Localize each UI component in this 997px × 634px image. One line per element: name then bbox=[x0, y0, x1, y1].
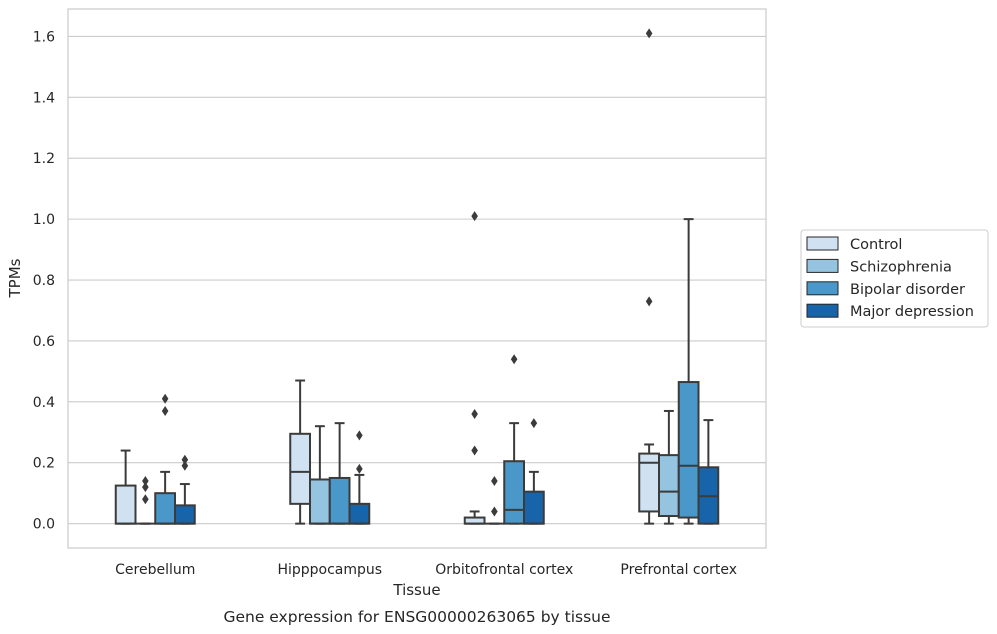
outlier-point bbox=[491, 476, 498, 487]
legend: Control Schizophrenia Bipolar disorder Majo… bbox=[800, 229, 989, 328]
x-tick-label: Cerebellum bbox=[115, 562, 195, 578]
outlier-point bbox=[471, 211, 478, 222]
box-iqr bbox=[503, 460, 525, 525]
y-tick-label: 0.4 bbox=[33, 395, 55, 411]
box-iqr bbox=[174, 504, 196, 525]
legend-swatch bbox=[806, 258, 839, 273]
box-iqr bbox=[328, 476, 351, 525]
box-iqr bbox=[677, 381, 700, 519]
outlier-point bbox=[356, 430, 363, 441]
y-tick-label: 0.8 bbox=[33, 273, 55, 289]
legend-frame bbox=[800, 229, 989, 328]
box-plots bbox=[114, 28, 720, 525]
box-schizophrenia bbox=[484, 476, 505, 525]
legend-label: Control bbox=[850, 237, 902, 253]
x-axis-label: Tissue bbox=[392, 581, 440, 599]
outlier-point bbox=[161, 393, 169, 404]
box-iqr bbox=[348, 502, 371, 525]
box-major-depression bbox=[174, 454, 196, 525]
y-axis-label: TPMs bbox=[6, 258, 24, 298]
box-iqr bbox=[289, 432, 311, 505]
outlier-point bbox=[471, 445, 478, 456]
y-tick-label: 0.6 bbox=[33, 334, 55, 350]
box-iqr bbox=[309, 478, 331, 525]
y-tick-label: 1.4 bbox=[33, 90, 55, 106]
box-bipolar-disorder bbox=[328, 422, 351, 525]
outlier-point bbox=[356, 463, 363, 474]
y-tick-label: 0.2 bbox=[33, 456, 55, 472]
box-schizophrenia bbox=[135, 476, 156, 525]
box-bipolar-disorder bbox=[154, 393, 176, 525]
outlier-point bbox=[181, 454, 189, 465]
box-control bbox=[289, 379, 311, 525]
outlier-point bbox=[142, 482, 149, 493]
x-tick-label: Prefrontal cortex bbox=[620, 562, 737, 578]
box-major-depression bbox=[697, 419, 720, 525]
box-control bbox=[463, 211, 486, 525]
legend-swatch bbox=[806, 281, 839, 296]
box-major-depression bbox=[523, 418, 545, 525]
x-tick-label: Orbitofrontal cortex bbox=[435, 562, 573, 578]
y-tick-labels: 0.0 0.2 0.4 0.6 0.8 1.0 1.2 1.4 1.6 bbox=[33, 29, 55, 532]
box-control bbox=[114, 449, 137, 525]
legend-label: Schizophrenia bbox=[850, 259, 952, 275]
box-iqr bbox=[114, 484, 137, 525]
legend-label: Major depression bbox=[850, 304, 974, 320]
plot-frame bbox=[67, 8, 767, 549]
outlier-point bbox=[530, 418, 538, 429]
legend-swatch bbox=[806, 303, 839, 318]
box-control bbox=[638, 28, 660, 525]
outlier-point bbox=[471, 409, 478, 420]
y-tick-label: 1.6 bbox=[33, 29, 55, 45]
outlier-point bbox=[161, 405, 169, 416]
box-iqr bbox=[658, 454, 680, 518]
outlier-point bbox=[645, 28, 653, 39]
chart-caption: Gene expression for ENSG00000263065 by t… bbox=[223, 608, 610, 626]
box-bipolar-disorder bbox=[677, 218, 700, 525]
x-tick-label: Hipppocampus bbox=[277, 562, 382, 578]
outlier-point bbox=[142, 494, 149, 505]
outlier-point bbox=[142, 476, 149, 487]
outlier-point bbox=[181, 460, 189, 471]
outlier-point bbox=[510, 354, 518, 365]
box-iqr bbox=[154, 492, 176, 525]
legend-label: Bipolar disorder bbox=[850, 282, 965, 298]
box-major-depression bbox=[348, 430, 371, 525]
y-tick-label: 1.0 bbox=[33, 212, 55, 228]
x-tick-labels: Cerebellum Hipppocampus Orbitofrontal cort… bbox=[115, 562, 737, 578]
y-tick-label: 0.0 bbox=[33, 517, 55, 533]
box-iqr bbox=[523, 490, 545, 525]
legend-swatch bbox=[806, 236, 839, 251]
y-tick-label: 1.2 bbox=[33, 151, 55, 167]
outlier-point bbox=[491, 506, 498, 517]
outlier-point bbox=[645, 296, 653, 307]
